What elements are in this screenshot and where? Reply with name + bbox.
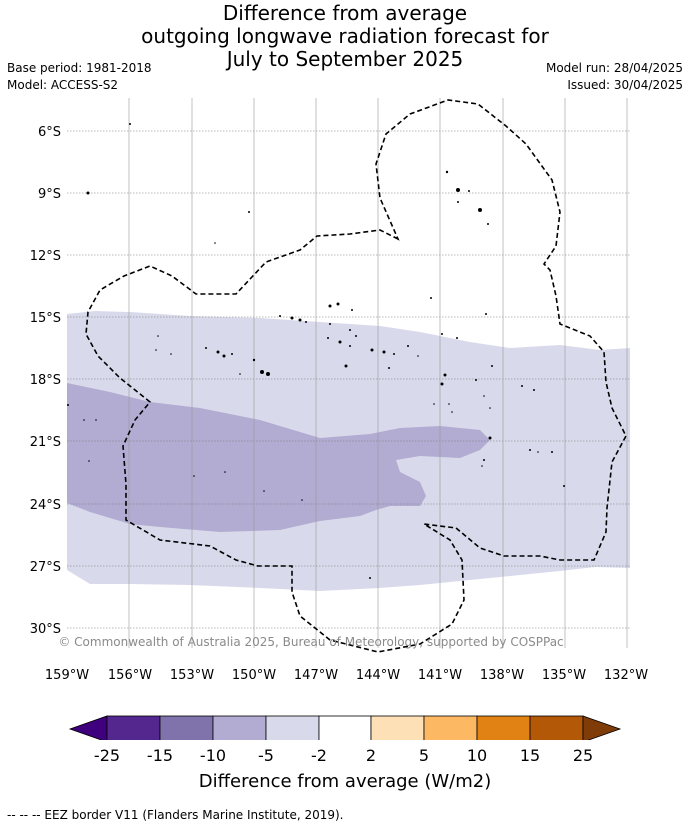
eez-border xyxy=(85,99,627,653)
lon-label: 141°W xyxy=(418,668,462,683)
lon-label: 153°W xyxy=(170,668,214,683)
colorbar-segment xyxy=(318,715,372,740)
lon-label: 144°W xyxy=(356,668,400,683)
anomaly-region-medium xyxy=(67,383,490,532)
colorbar-tick: 15 xyxy=(519,746,541,765)
title-line-1: Difference from average xyxy=(222,1,468,25)
meridian-lines xyxy=(128,98,628,648)
lon-label: 159°W xyxy=(45,668,89,683)
colorbar-segment xyxy=(370,715,425,740)
colorbar-tick: 25 xyxy=(572,746,594,765)
colorbar-segment xyxy=(423,715,478,740)
model-run: Model run: 28/04/2025 xyxy=(545,61,683,75)
colorbar-label: Difference from average (W/m2) xyxy=(198,771,492,792)
colorbar-tick: -2 xyxy=(311,746,327,765)
base-period: Base period: 1981-2018 xyxy=(7,61,152,75)
colorbar-tick: 5 xyxy=(418,746,430,765)
lon-axis-labels: 159°W 156°W 153°W 150°W 147°W 144°W 141°… xyxy=(45,668,648,683)
colorbar-segment xyxy=(529,715,584,740)
colorbar-segment xyxy=(212,715,267,740)
lat-label: 27°S xyxy=(30,560,61,575)
colorbar-segment xyxy=(476,715,531,740)
lon-label: 132°W xyxy=(604,668,648,683)
title-line-3: July to September 2025 xyxy=(226,47,464,71)
lat-axis-labels: 6°S 9°S 12°S 15°S 18°S 21°S 24°S 27°S 30… xyxy=(30,125,61,637)
model-name: Model: ACCESS-S2 xyxy=(7,78,119,92)
lon-label: 138°W xyxy=(480,668,524,683)
colorbar-tick: 10 xyxy=(466,746,488,765)
islands xyxy=(67,123,565,579)
colorbar-tick: 2 xyxy=(365,746,377,765)
eez-footnote: -- -- -- EEZ border V11 (Flanders Marine… xyxy=(7,808,344,822)
lon-label: 150°W xyxy=(232,668,276,683)
lat-label: 21°S xyxy=(30,435,61,450)
title-line-2: outgoing longwave radiation forecast for xyxy=(141,24,549,48)
copyright-text: © Commonwealth of Australia 2025, Bureau… xyxy=(58,635,563,649)
lat-label: 12°S xyxy=(30,249,61,264)
lat-label: 6°S xyxy=(38,125,61,140)
lon-label: 135°W xyxy=(542,668,586,683)
lat-label: 9°S xyxy=(38,187,61,202)
lat-label: 18°S xyxy=(30,373,61,388)
colorbar-segment xyxy=(265,715,320,740)
colorbar-tick: -25 xyxy=(93,746,121,765)
colorbar-tick: -15 xyxy=(146,746,174,765)
colorbar xyxy=(68,715,622,740)
grid-lines xyxy=(67,130,630,629)
colorbar-tick: -5 xyxy=(258,746,274,765)
colorbar-max-arrow xyxy=(582,715,622,740)
colorbar-min-arrow xyxy=(68,715,108,740)
lon-label: 156°W xyxy=(108,668,152,683)
lon-label: 147°W xyxy=(294,668,338,683)
issue-date: Issued: 30/04/2025 xyxy=(567,78,683,92)
lat-label: 24°S xyxy=(30,498,61,513)
colorbar-tick: -10 xyxy=(199,746,227,765)
map-figure: © Commonwealth of Australia 2025, Bureau… xyxy=(30,98,648,740)
colorbar-segment xyxy=(159,715,214,740)
lat-label: 30°S xyxy=(30,622,61,637)
lat-label: 15°S xyxy=(30,311,61,326)
colorbar-segment xyxy=(106,715,161,740)
